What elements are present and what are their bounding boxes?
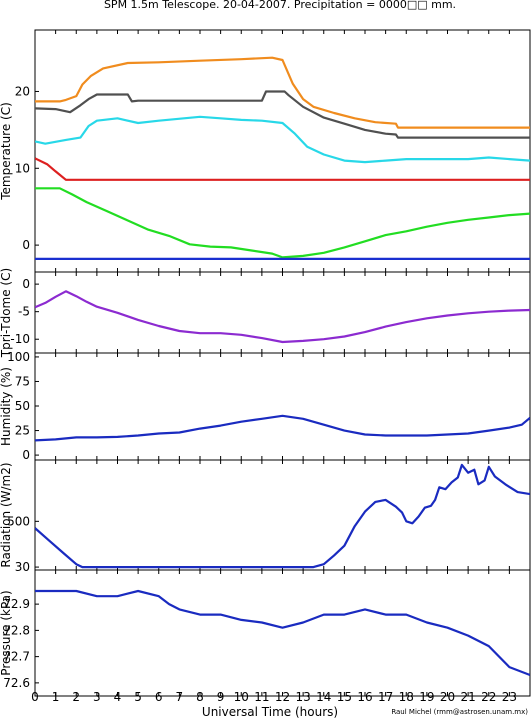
y-tick-label: 75 (15, 374, 30, 388)
y-tick-label: 20 (15, 84, 30, 98)
y-axis-label: Temperature (C) (0, 102, 13, 201)
x-tick-label: 1 (52, 690, 60, 704)
x-tick-label: 14 (316, 690, 331, 704)
x-tick-label: 13 (295, 690, 310, 704)
series-line-radiation-1 (35, 463, 530, 569)
series-line-temperature-5 (35, 187, 530, 259)
panel-frame (34, 271, 531, 354)
x-tick-label: 2 (72, 690, 80, 704)
y-tick-label: 72.9 (3, 597, 30, 611)
x-tick-label: 9 (217, 690, 225, 704)
y-tick-label: -10 (10, 332, 30, 346)
x-tick-label: 3 (93, 690, 101, 704)
panel-humidity: 0 25 50 75 100 Humidity (%) (0, 350, 531, 462)
y-tick-label: 0 (22, 448, 30, 462)
y-axis-label: Humidity (%) (0, 367, 13, 446)
panel-frame (34, 569, 531, 697)
x-tick-label: 10 (234, 690, 249, 704)
x-tick-label: 20 (440, 690, 455, 704)
x-axis-tick-labels: 0 1 2 3 4 5 6 7 8 9 10 11 12 13 14 15 16 17 18 19 20 21 22 23 (31, 690, 517, 704)
y-axis-label: Radiation (W/m2) (0, 462, 13, 567)
series-line-humidity-1 (35, 414, 530, 442)
x-tick-label: 7 (176, 690, 184, 704)
panel-frame (34, 459, 531, 571)
series-line-tpri-tdome-1 (35, 290, 530, 344)
x-tick-label: 0 (31, 690, 39, 704)
y-tick-label: -5 (18, 305, 30, 319)
x-tick-label: 15 (337, 690, 352, 704)
chart-title: SPM 1.5m Telescope. 20-04-2007. Precipit… (104, 0, 456, 11)
series-line-temperature-2 (35, 90, 530, 139)
y-tick-label: 72.7 (3, 650, 30, 664)
x-tick-label: 21 (460, 690, 475, 704)
series-line-temperature-1 (35, 56, 530, 129)
series-line-pressure-1 (35, 589, 530, 677)
y-tick-label: 100 (7, 350, 30, 364)
x-tick-label: 18 (399, 690, 414, 704)
y-tick-label: 72.8 (3, 623, 30, 637)
x-tick-label: 8 (196, 690, 204, 704)
x-tick-label: 11 (254, 690, 269, 704)
x-tick-label: 12 (275, 690, 290, 704)
x-tick-label: 23 (502, 690, 517, 704)
x-axis-label: Universal Time (hours) (202, 705, 338, 719)
y-tick-label: 30 (15, 560, 30, 574)
x-tick-label: 5 (134, 690, 142, 704)
x-tick-label: 22 (481, 690, 496, 704)
x-tick-label: 6 (155, 690, 163, 704)
series-line-temperature-4 (35, 157, 530, 181)
y-tick-label: 500 (7, 514, 30, 528)
y-tick-label: 50 (15, 399, 30, 413)
x-tick-label: 16 (357, 690, 372, 704)
x-tick-label: 19 (419, 690, 434, 704)
x-tick-label: 17 (378, 690, 393, 704)
y-axis-label: Tpri-Tdome (C) (0, 268, 13, 358)
y-tick-label: 0 (22, 277, 30, 291)
y-tick-label: 0 (22, 238, 30, 252)
panel-frame (34, 352, 531, 461)
x-tick-label: 4 (114, 690, 122, 704)
series-line-temperature-3 (35, 115, 530, 164)
y-tick-label: 10 (15, 161, 30, 175)
y-tick-label: 25 (15, 424, 30, 438)
y-axis-label: Pressure (kPa) (0, 590, 13, 675)
y-tick-label: 72.6 (3, 676, 30, 690)
credit-text: Raul Michel (rmm@astrosen.unam.mx) (391, 708, 528, 716)
